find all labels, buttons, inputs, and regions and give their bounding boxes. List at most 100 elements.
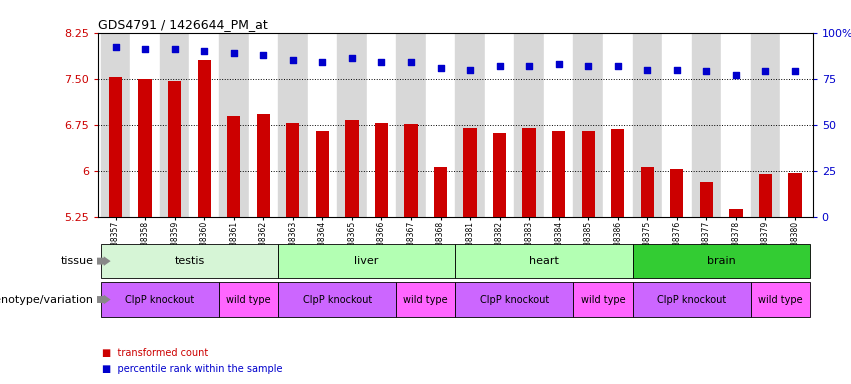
Point	[256, 52, 270, 58]
Bar	[219, 33, 248, 217]
Bar	[464, 128, 477, 217]
Bar	[307, 33, 337, 217]
Text: liver: liver	[355, 256, 379, 266]
Point	[493, 63, 506, 69]
Point	[788, 68, 802, 74]
Text: wild type: wild type	[226, 295, 271, 305]
Text: tissue: tissue	[60, 256, 94, 266]
Text: ClpP knockout: ClpP knockout	[657, 295, 726, 305]
Point	[227, 50, 241, 56]
Text: heart: heart	[529, 256, 559, 266]
Bar	[751, 282, 810, 317]
Bar	[278, 244, 455, 278]
Point	[346, 55, 359, 61]
Bar	[100, 282, 219, 317]
Bar	[397, 282, 455, 317]
Bar	[611, 129, 625, 217]
Bar	[130, 33, 160, 217]
Bar	[455, 282, 574, 317]
Bar	[514, 33, 544, 217]
Text: wild type: wild type	[403, 295, 448, 305]
Bar	[455, 33, 485, 217]
Point	[670, 66, 683, 73]
Point	[523, 63, 536, 69]
Bar	[662, 33, 692, 217]
Bar	[493, 133, 506, 217]
Bar	[404, 124, 418, 217]
Point	[168, 46, 181, 52]
Text: ■  transformed count: ■ transformed count	[102, 348, 208, 358]
Bar	[346, 120, 358, 217]
Bar	[692, 33, 721, 217]
Bar	[552, 131, 565, 217]
Bar	[700, 182, 713, 217]
Bar	[227, 116, 240, 217]
Text: ■  percentile rank within the sample: ■ percentile rank within the sample	[102, 364, 283, 374]
Bar	[337, 33, 367, 217]
Bar	[278, 33, 307, 217]
Bar	[455, 244, 632, 278]
Bar	[780, 33, 810, 217]
Bar	[632, 33, 662, 217]
Point	[374, 59, 388, 65]
Bar	[257, 114, 270, 217]
Bar	[641, 167, 654, 217]
Bar	[100, 33, 130, 217]
Text: genotype/variation: genotype/variation	[0, 295, 94, 305]
Bar	[397, 33, 426, 217]
Bar	[729, 209, 743, 217]
Text: ClpP knockout: ClpP knockout	[480, 295, 549, 305]
Text: brain: brain	[707, 256, 735, 266]
Point	[139, 46, 152, 52]
Bar	[574, 33, 603, 217]
Point	[286, 57, 300, 63]
Bar	[367, 33, 397, 217]
Bar	[109, 78, 123, 217]
Bar	[581, 131, 595, 217]
Bar	[168, 81, 181, 217]
Bar	[316, 131, 329, 217]
Text: wild type: wild type	[758, 295, 802, 305]
Bar	[160, 33, 190, 217]
Bar	[671, 169, 683, 217]
Point	[581, 63, 595, 69]
Bar	[751, 33, 780, 217]
Point	[700, 68, 713, 74]
Text: GDS4791 / 1426644_PM_at: GDS4791 / 1426644_PM_at	[98, 18, 267, 31]
Point	[611, 63, 625, 69]
Bar	[219, 282, 278, 317]
Point	[404, 59, 418, 65]
Bar	[248, 33, 278, 217]
Point	[434, 65, 448, 71]
Bar	[434, 167, 447, 217]
Text: ClpP knockout: ClpP knockout	[302, 295, 372, 305]
Bar	[632, 244, 810, 278]
Bar	[374, 123, 388, 217]
Bar	[759, 174, 772, 217]
Bar	[197, 60, 211, 217]
Point	[463, 66, 477, 73]
Text: wild type: wild type	[580, 295, 625, 305]
Bar	[721, 33, 751, 217]
Bar	[603, 33, 632, 217]
Bar	[632, 282, 751, 317]
Point	[551, 61, 565, 67]
Bar	[278, 282, 397, 317]
Point	[197, 48, 211, 54]
Point	[316, 59, 329, 65]
Point	[758, 68, 772, 74]
Bar	[574, 282, 632, 317]
Point	[109, 44, 123, 50]
Bar	[544, 33, 574, 217]
Bar	[788, 173, 802, 217]
Text: ClpP knockout: ClpP knockout	[125, 295, 195, 305]
Bar	[286, 123, 300, 217]
Text: testis: testis	[174, 256, 204, 266]
Bar	[485, 33, 514, 217]
Bar	[139, 79, 151, 217]
Bar	[100, 244, 278, 278]
Bar	[426, 33, 455, 217]
Bar	[523, 128, 536, 217]
Point	[729, 72, 743, 78]
Point	[641, 66, 654, 73]
